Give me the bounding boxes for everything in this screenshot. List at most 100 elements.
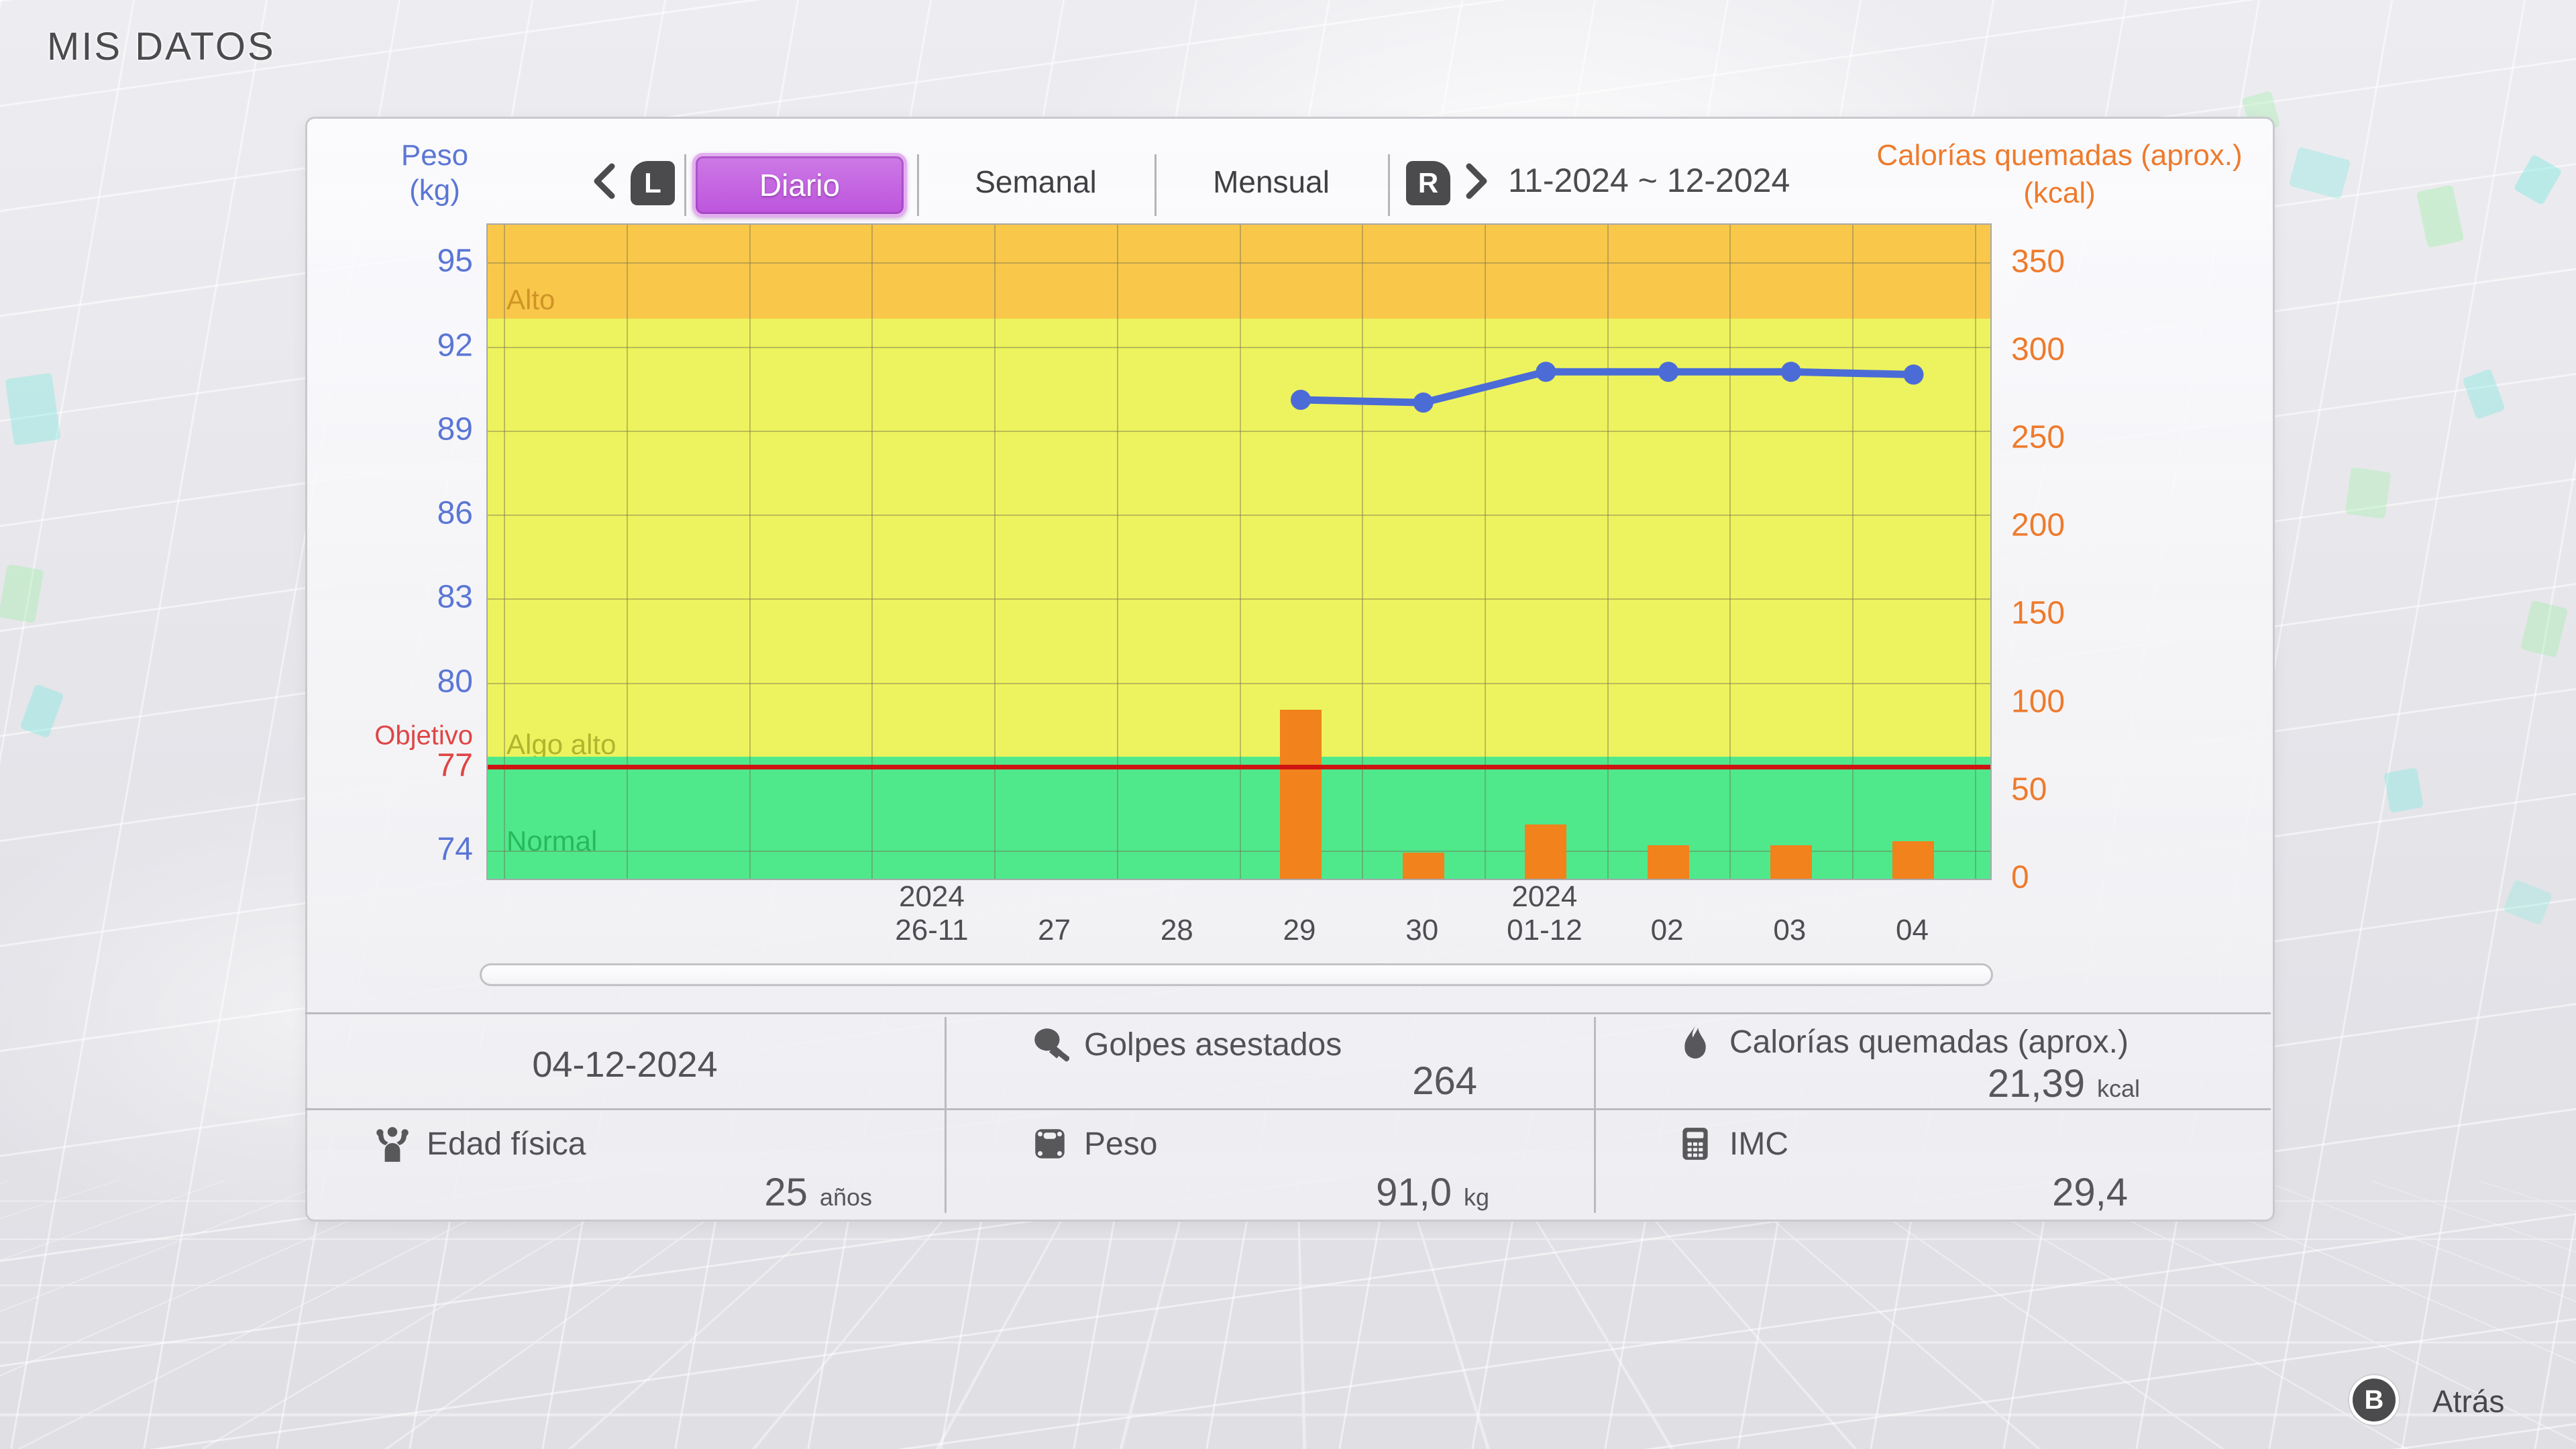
gridline-vertical bbox=[1239, 225, 1241, 879]
back-label: Atrás bbox=[2432, 1384, 2505, 1419]
bmi-value-number: 29,4 bbox=[2052, 1171, 2128, 1214]
confetti-shape bbox=[2502, 879, 2553, 926]
page-title: MIS DATOS bbox=[47, 25, 276, 68]
chart-scrollbar[interactable] bbox=[480, 963, 1993, 986]
target-weight-line bbox=[488, 764, 1990, 769]
chart-plot: Alto Algo alto Normal bbox=[486, 223, 1992, 880]
gridline-horizontal bbox=[488, 682, 1990, 684]
calories-label-text: Calorías quemadas (aprox.) bbox=[1729, 1024, 2129, 1060]
right-axis-tick: 150 bbox=[2011, 595, 2065, 631]
right-axis-tick: 350 bbox=[2011, 244, 2065, 280]
bmi-stat-label: IMC bbox=[1676, 1124, 1788, 1163]
confetti-shape bbox=[2520, 600, 2569, 658]
gridline-vertical bbox=[749, 225, 751, 879]
gridline-vertical bbox=[1116, 225, 1118, 879]
boxing-glove-icon bbox=[1034, 1028, 1069, 1062]
gridline-vertical bbox=[504, 225, 506, 879]
right-axis-tick: 0 bbox=[2011, 859, 2029, 896]
confetti-shape bbox=[0, 564, 44, 624]
confetti-shape bbox=[19, 684, 64, 739]
b-button[interactable]: B bbox=[2349, 1375, 2399, 1425]
fitness-age-stat-value: 25 años bbox=[305, 1170, 872, 1215]
left-axis-title: Peso (kg) bbox=[354, 138, 515, 208]
right-axis-ticks: 350 300 250 200 150 100 50 0 bbox=[2011, 223, 2179, 895]
date-range: 11-2024 ~ 12-2024 bbox=[1508, 162, 1790, 199]
stats-date: 04-12-2024 bbox=[532, 1044, 718, 1085]
left-axis-tick: 83 bbox=[437, 579, 473, 615]
gridline-vertical bbox=[1852, 225, 1854, 879]
chart-zone-alto bbox=[488, 225, 1990, 319]
gridline-vertical bbox=[1607, 225, 1609, 879]
body-scale-icon bbox=[1035, 1129, 1065, 1159]
weight-stat-label: Peso bbox=[1030, 1124, 1157, 1163]
right-axis-tick: 250 bbox=[2011, 419, 2065, 455]
punches-value-number: 264 bbox=[1412, 1059, 1477, 1103]
left-axis-tick: 95 bbox=[437, 243, 473, 279]
calculator-icon bbox=[1682, 1128, 1708, 1160]
r-shoulder-button[interactable]: R bbox=[1406, 161, 1450, 205]
tab-separator bbox=[1155, 154, 1157, 216]
punches-stat-value: 264 bbox=[945, 1059, 1489, 1104]
l-shoulder-button[interactable]: L bbox=[631, 161, 675, 205]
left-axis-title-line2: (kg) bbox=[409, 174, 460, 207]
gridline-vertical bbox=[1484, 225, 1486, 879]
gridline-horizontal bbox=[488, 346, 1990, 348]
weight-point bbox=[1536, 362, 1556, 382]
weight-value-unit: kg bbox=[1463, 1183, 1489, 1211]
calories-stat-value: 21,39 kcal bbox=[1594, 1061, 2140, 1106]
right-axis-tick: 300 bbox=[2011, 331, 2065, 368]
tab-mensual[interactable]: Mensual bbox=[1213, 164, 1330, 199]
chart-zone-normal bbox=[488, 757, 1990, 879]
gridline-vertical bbox=[1974, 225, 1976, 879]
calorie-bar bbox=[1648, 845, 1690, 879]
confetti-shape bbox=[2288, 146, 2351, 200]
right-axis-title: Calorías quemadas (aprox.) (kcal) bbox=[1858, 137, 2261, 212]
stats-divider-middle bbox=[305, 1108, 2271, 1110]
left-axis-tick: 92 bbox=[437, 327, 473, 364]
gridline-horizontal bbox=[488, 430, 1990, 432]
stats-column-divider bbox=[945, 1017, 947, 1213]
confetti-shape bbox=[2416, 184, 2465, 248]
zone-label-normal: Normal bbox=[506, 825, 598, 857]
calorie-bar bbox=[1402, 852, 1444, 879]
flame-icon bbox=[1684, 1024, 1706, 1059]
next-period-chevron[interactable] bbox=[1462, 162, 1492, 200]
chart-scrollbar-thumb[interactable] bbox=[483, 967, 1990, 983]
weight-point bbox=[1903, 364, 1924, 385]
stats-column-divider bbox=[1594, 1017, 1596, 1213]
calories-value-unit: kcal bbox=[2096, 1075, 2140, 1102]
left-axis-tick: 86 bbox=[437, 495, 473, 531]
gridline-vertical bbox=[627, 225, 629, 879]
right-axis-tick: 50 bbox=[2011, 771, 2047, 808]
tab-separator bbox=[684, 154, 686, 216]
weight-label-text: Peso bbox=[1084, 1126, 1158, 1162]
right-axis-title-line1: Calorías quemadas (aprox.) bbox=[1876, 139, 2243, 172]
stats-divider-top bbox=[305, 1012, 2271, 1014]
right-axis-tick: 200 bbox=[2011, 507, 2065, 543]
tab-diario[interactable]: Diario bbox=[692, 153, 907, 217]
calories-value-number: 21,39 bbox=[1987, 1062, 2085, 1106]
left-axis-tick: 74 bbox=[437, 831, 473, 867]
left-axis-tick: 77 bbox=[437, 747, 473, 784]
weight-line bbox=[1297, 368, 1917, 407]
right-axis-tick: 100 bbox=[2011, 684, 2065, 720]
bmi-label-text: IMC bbox=[1729, 1126, 1788, 1162]
bmi-stat-value: 29,4 bbox=[1594, 1170, 2140, 1215]
weight-value-number: 91,0 bbox=[1376, 1171, 1452, 1214]
gridline-horizontal bbox=[488, 262, 1990, 264]
gridline-vertical bbox=[1362, 225, 1364, 879]
gridline-vertical bbox=[871, 225, 873, 879]
confetti-shape bbox=[5, 372, 61, 446]
prev-period-chevron[interactable] bbox=[589, 162, 619, 200]
zone-label-alto: Alto bbox=[506, 283, 555, 315]
gridline-horizontal bbox=[488, 598, 1990, 600]
gridline-vertical bbox=[1729, 225, 1731, 879]
confetti-shape bbox=[2513, 154, 2563, 206]
fitness-age-stat-label: Edad física bbox=[373, 1124, 586, 1163]
gridline-vertical bbox=[994, 225, 996, 879]
tab-semanal[interactable]: Semanal bbox=[975, 164, 1097, 199]
zone-label-algo-alto: Algo alto bbox=[506, 728, 616, 760]
fitness-age-label-text: Edad física bbox=[427, 1126, 586, 1162]
calories-stat-label: Calorías quemadas (aprox.) bbox=[1676, 1022, 2129, 1061]
